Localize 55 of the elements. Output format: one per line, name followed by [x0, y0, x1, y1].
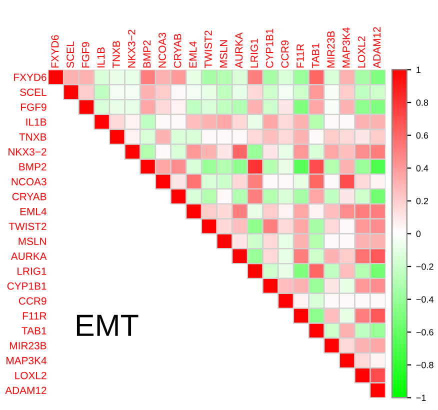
color-bar-label: 0.8: [416, 99, 428, 106]
x-tick-label: ADAM12: [373, 27, 380, 68]
x-tick-label: LOXL2: [358, 36, 366, 68]
color-bar-label: −1: [416, 394, 426, 401]
x-tick-label: IL1B: [97, 47, 105, 68]
y-tick-label: NCOA3: [12, 178, 46, 186]
y-tick-label: AURKA: [10, 252, 47, 260]
y-tick-label: CCR9: [18, 297, 46, 305]
y-tick-label: BMP2: [19, 163, 46, 170]
y-tick-label: CRYAB: [12, 192, 46, 200]
x-tick-label: FGF9: [82, 42, 90, 68]
y-tick-label: TNXB: [19, 133, 46, 141]
x-tick-label: LRIG1: [250, 38, 258, 68]
x-tick-label: MSLN: [220, 40, 228, 68]
x-tick-label: NKX3−2: [128, 30, 136, 68]
x-tick-label: EML4: [189, 41, 197, 68]
x-tick-label: BMP2: [143, 40, 151, 68]
y-tick-label: MIR23B: [10, 342, 46, 350]
x-tick-label: F11R: [296, 44, 304, 68]
color-bar-label: 0: [416, 230, 421, 238]
x-tick-label: CCR9: [281, 40, 289, 68]
x-tick-label: TAB1: [312, 44, 320, 68]
y-tick-label: EML4: [20, 208, 46, 216]
x-tick-label: AURKA: [235, 32, 243, 68]
x-tick-label: SCEL: [66, 41, 74, 68]
y-tick-label: FXYD6: [14, 74, 46, 82]
color-bar-label: 0.2: [416, 198, 428, 204]
y-tick-label: MAP3K4: [6, 356, 46, 364]
x-tick-label: CYP1B1: [266, 28, 274, 68]
y-tick-label: CYP1B1: [7, 282, 46, 290]
y-tick-label: LRIG1: [18, 267, 46, 275]
color-bar-label: −0.8: [416, 362, 434, 368]
color-bar-label: 0.6: [416, 132, 428, 139]
x-tick-label: NCOA3: [158, 32, 166, 68]
x-tick-label: MIR23B: [327, 31, 335, 68]
color-bar-label: 0.4: [416, 165, 428, 172]
x-tick-label: CRYAB: [174, 34, 182, 68]
y-tick-label: TAB1: [22, 327, 46, 334]
x-tick-label: TNXB: [112, 41, 120, 68]
y-tick-label: TWIST2: [8, 222, 46, 230]
y-tick-label: F11R: [22, 312, 46, 320]
y-tick-label: FGF9: [21, 103, 46, 111]
color-bar-label: −0.6: [416, 329, 434, 336]
x-tick-label: TWIST2: [204, 30, 212, 68]
x-tick-label: MAP3K4: [342, 28, 350, 68]
y-tick-label: LOXL2: [15, 372, 46, 380]
y-tick-label: NKX3−2: [8, 148, 46, 156]
y-tick-label: MSLN: [18, 238, 46, 246]
color-bar-label: −0.2: [416, 263, 434, 270]
color-bar-label: 1: [416, 66, 421, 73]
color-bar-label: −0.4: [416, 296, 434, 303]
y-tick-label: ADAM12: [5, 386, 46, 394]
y-tick-label: SCEL: [20, 88, 46, 96]
text: EMT: [76, 314, 138, 336]
y-tick-label: IL1B: [26, 118, 46, 126]
